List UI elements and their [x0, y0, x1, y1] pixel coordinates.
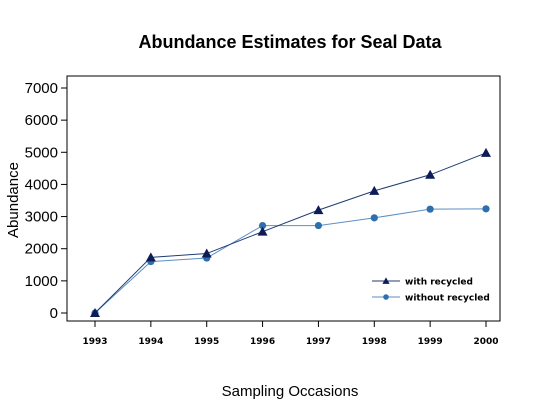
- legend-item: without recycled: [372, 294, 490, 304]
- chart-title: Abundance Estimates for Seal Data: [138, 32, 442, 52]
- series-without-recycled: [91, 205, 490, 317]
- x-tick-label: 1996: [250, 337, 275, 347]
- x-tick-label: 2000: [473, 337, 498, 347]
- data-point: [90, 308, 100, 317]
- legend-marker: [382, 277, 390, 284]
- y-tick-label: 1000: [25, 273, 58, 290]
- series-layer: [90, 147, 491, 317]
- x-axis: 1993 1994 1995 1996 1997 1998 1999 2000: [82, 321, 499, 347]
- data-point: [313, 205, 324, 215]
- x-tick-label: 1997: [306, 337, 331, 347]
- series-line: [94, 152, 487, 314]
- x-tick-label: 1998: [362, 337, 387, 347]
- data-point: [257, 226, 268, 236]
- x-tick-label: 1993: [82, 337, 107, 347]
- series-with-recycled: [90, 147, 491, 317]
- legend-item: with recycled: [372, 277, 473, 288]
- data-point: [201, 248, 212, 258]
- x-tick-label: 1995: [194, 337, 219, 347]
- y-tick-label: 4000: [25, 176, 58, 193]
- x-tick-label: 1994: [138, 337, 163, 347]
- legend-label: with recycled: [405, 278, 473, 288]
- series-line: [94, 208, 487, 314]
- y-tick-label: 0: [50, 305, 58, 322]
- data-point: [145, 252, 156, 262]
- legend: with recycled without recycled: [372, 277, 490, 304]
- y-tick-label: 7000: [25, 80, 58, 97]
- y-tick-label: 6000: [25, 112, 58, 129]
- y-tick-label: 5000: [25, 144, 58, 161]
- y-axis: 0 1000 2000 3000 4000 5000 6000 7000: [25, 80, 67, 322]
- y-tick-label: 2000: [25, 241, 58, 258]
- plot-frame: [66, 75, 501, 322]
- y-tick-label: 3000: [25, 209, 58, 226]
- data-point: [258, 221, 267, 230]
- y-axis-label: Abundance: [5, 162, 22, 238]
- data-point: [481, 147, 491, 157]
- data-point: [425, 169, 436, 179]
- legend-marker: [383, 294, 389, 300]
- data-point: [482, 205, 490, 213]
- legend-label: without recycled: [405, 294, 490, 304]
- x-axis-label: Sampling Occasions: [222, 383, 359, 400]
- data-point: [369, 185, 380, 195]
- data-point: [314, 221, 323, 230]
- data-point: [370, 214, 378, 222]
- data-point: [426, 205, 434, 213]
- x-tick-label: 1999: [418, 337, 443, 347]
